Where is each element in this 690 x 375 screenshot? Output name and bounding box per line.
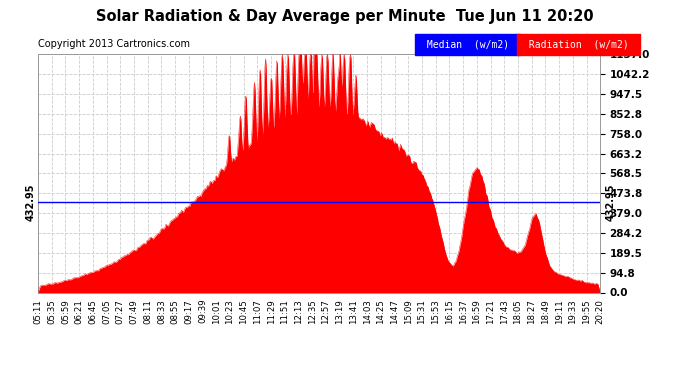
- Text: Solar Radiation & Day Average per Minute  Tue Jun 11 20:20: Solar Radiation & Day Average per Minute…: [96, 9, 594, 24]
- Text: Radiation  (w/m2): Radiation (w/m2): [523, 39, 635, 50]
- Text: 432.95: 432.95: [25, 183, 35, 220]
- Text: Copyright 2013 Cartronics.com: Copyright 2013 Cartronics.com: [38, 39, 190, 50]
- Text: 432.95: 432.95: [606, 183, 616, 220]
- Text: Median  (w/m2): Median (w/m2): [421, 39, 515, 50]
